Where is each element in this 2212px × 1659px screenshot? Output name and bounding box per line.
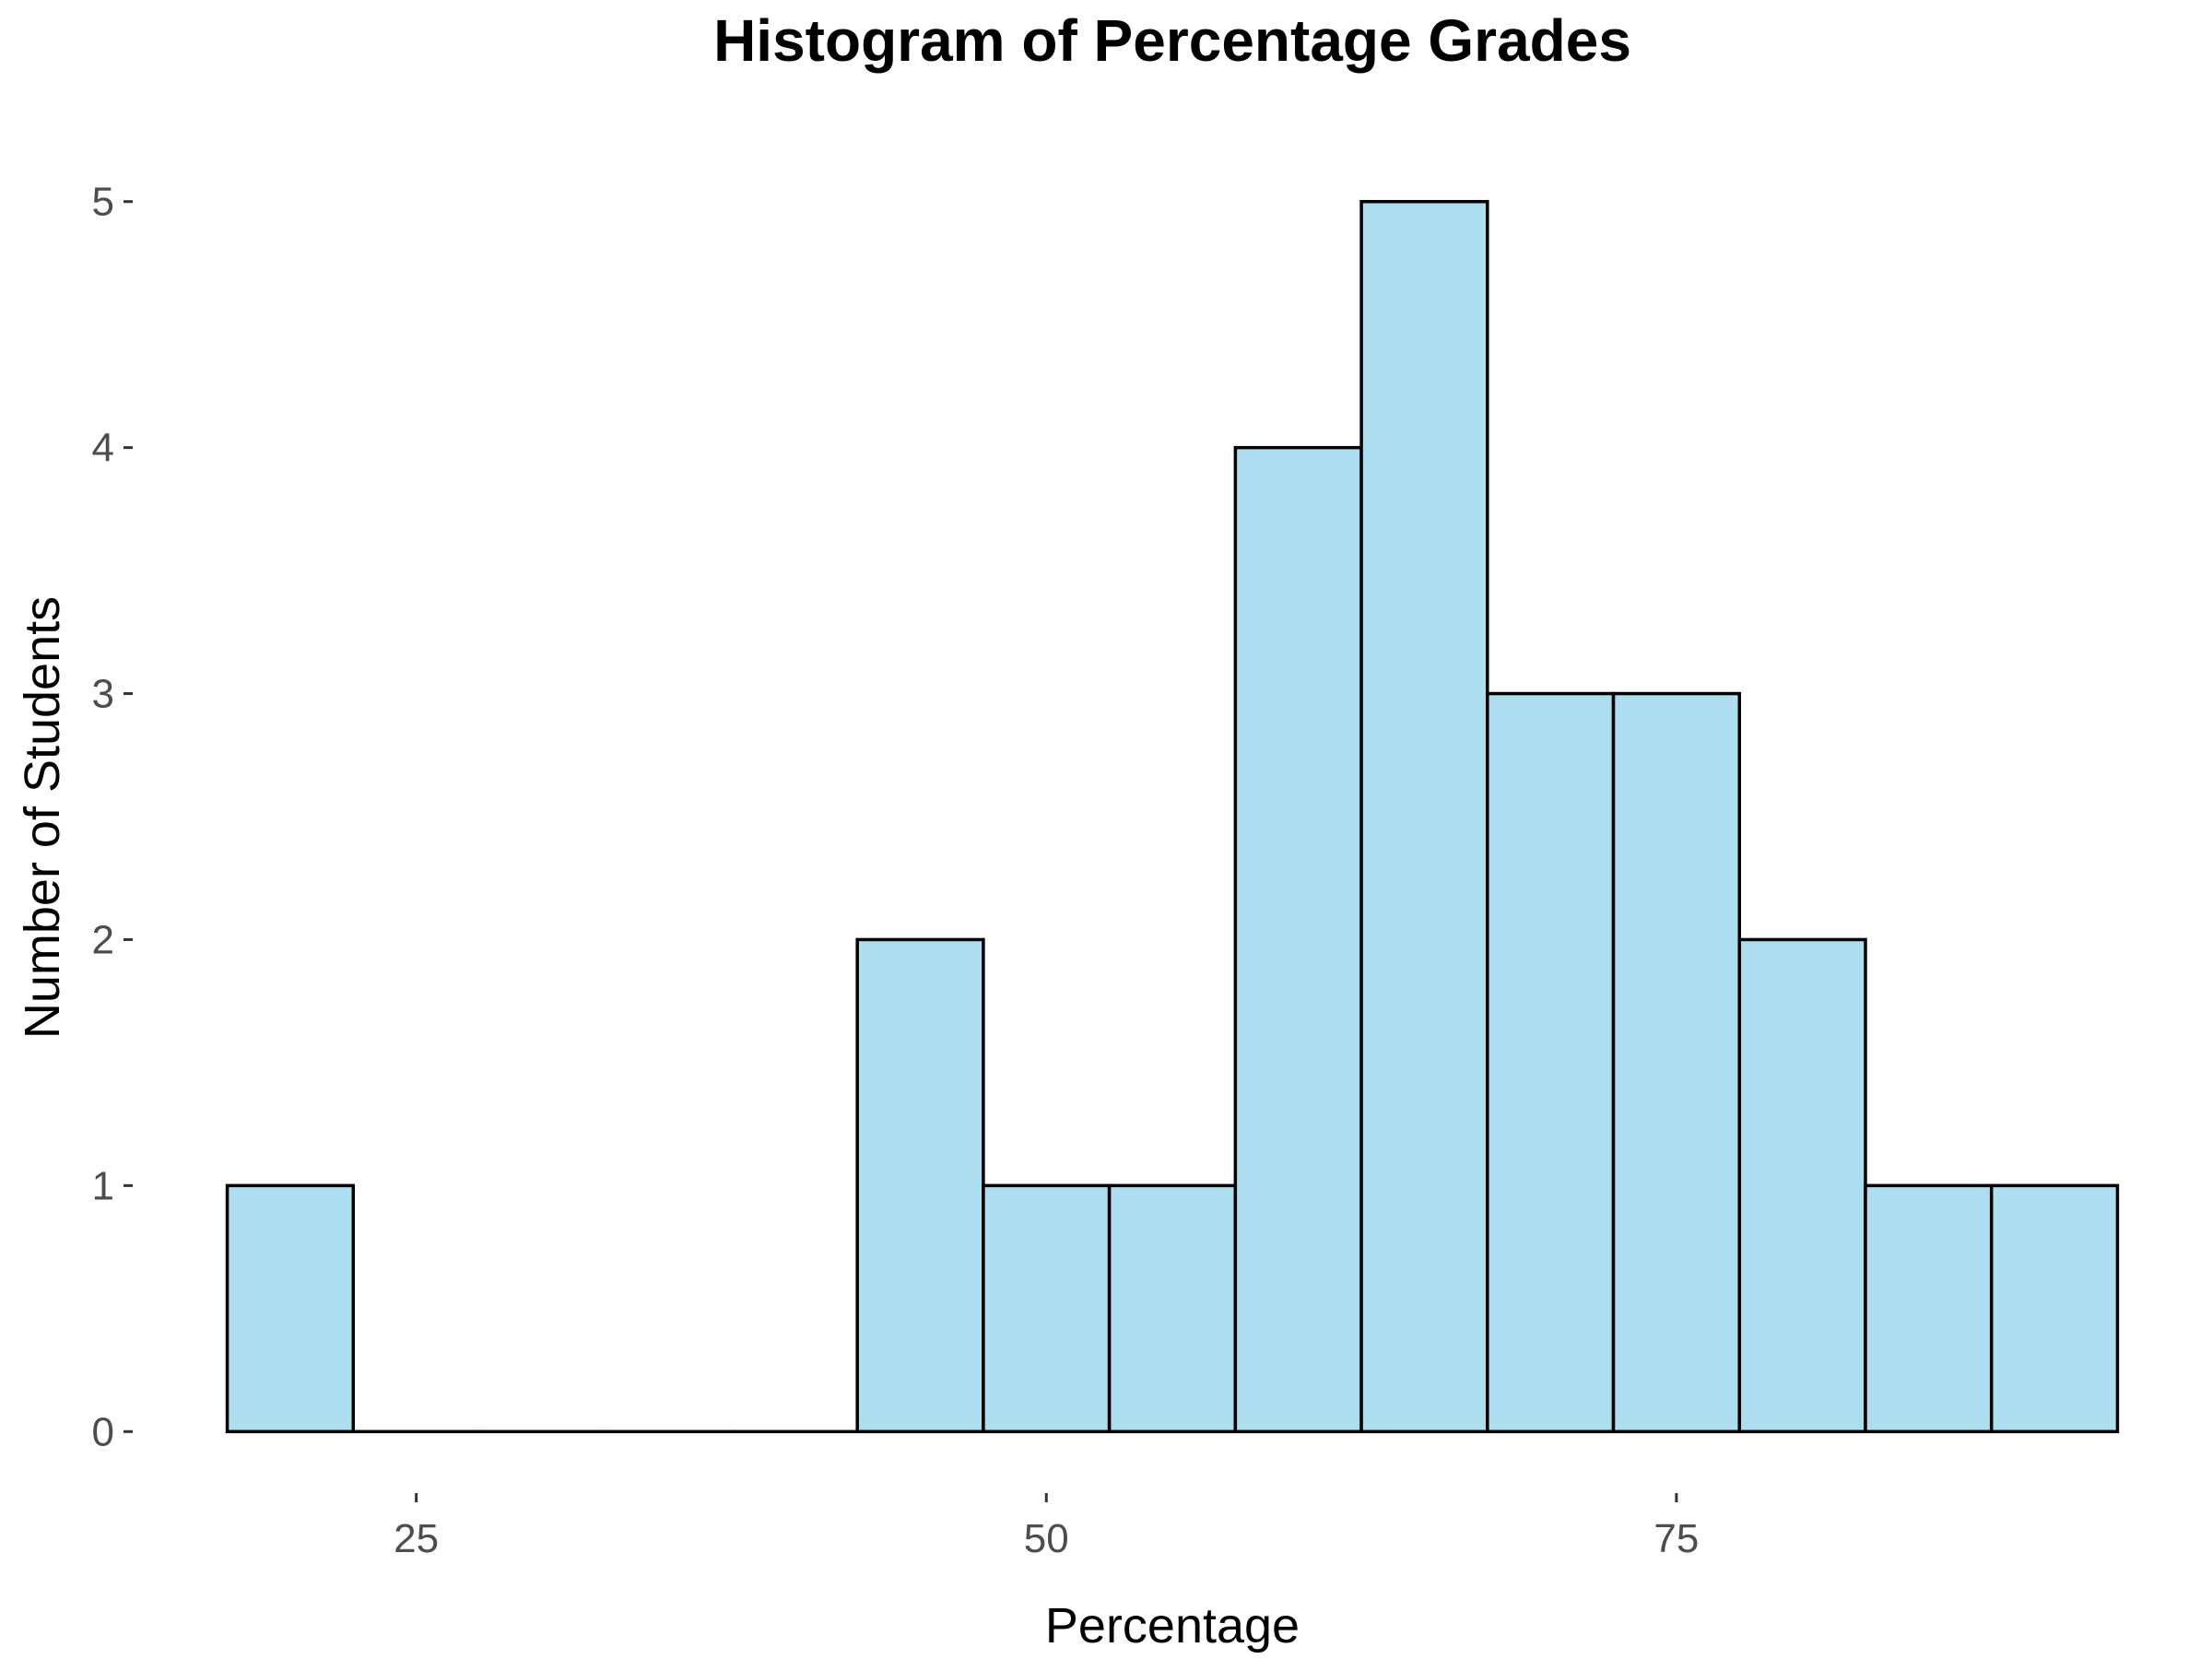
histogram-bar-6 [982, 1183, 1112, 1434]
histogram-bars [225, 199, 2120, 1434]
x-tick-label-2: 75 [1653, 1516, 1699, 1561]
y-tick-label-3: 3 [92, 672, 114, 717]
y-tick-label-1: 1 [92, 1163, 114, 1208]
x-tick-label-1: 50 [1024, 1516, 1069, 1561]
histogram-bar-8 [1233, 445, 1363, 1434]
histogram-bar-11 [1611, 691, 1742, 1434]
x-axis: 25 50 75 [394, 1493, 1699, 1561]
histogram-bar-10 [1486, 691, 1616, 1434]
histogram-bar-9 [1359, 199, 1489, 1434]
histogram-bar-12 [1737, 937, 1867, 1434]
y-tick-label-4: 4 [92, 426, 114, 471]
x-axis-title: Percentage [1045, 1598, 1300, 1653]
x-tick-label-0: 25 [394, 1516, 439, 1561]
histogram-bar-5 [855, 937, 985, 1434]
histogram-bar-14 [1989, 1183, 2120, 1434]
chart-title: Histogram of Percentage Grades [713, 7, 1631, 74]
histogram-bar-0 [225, 1183, 356, 1434]
y-tick-label-5: 5 [92, 180, 114, 225]
histogram-bar-7 [1107, 1183, 1238, 1434]
histogram-bar-13 [1864, 1183, 1994, 1434]
y-axis-title: Number of Students [15, 596, 70, 1039]
y-tick-label-0: 0 [92, 1409, 114, 1454]
y-axis: 0 1 2 3 4 5 [92, 180, 133, 1454]
y-tick-label-2: 2 [92, 917, 114, 962]
